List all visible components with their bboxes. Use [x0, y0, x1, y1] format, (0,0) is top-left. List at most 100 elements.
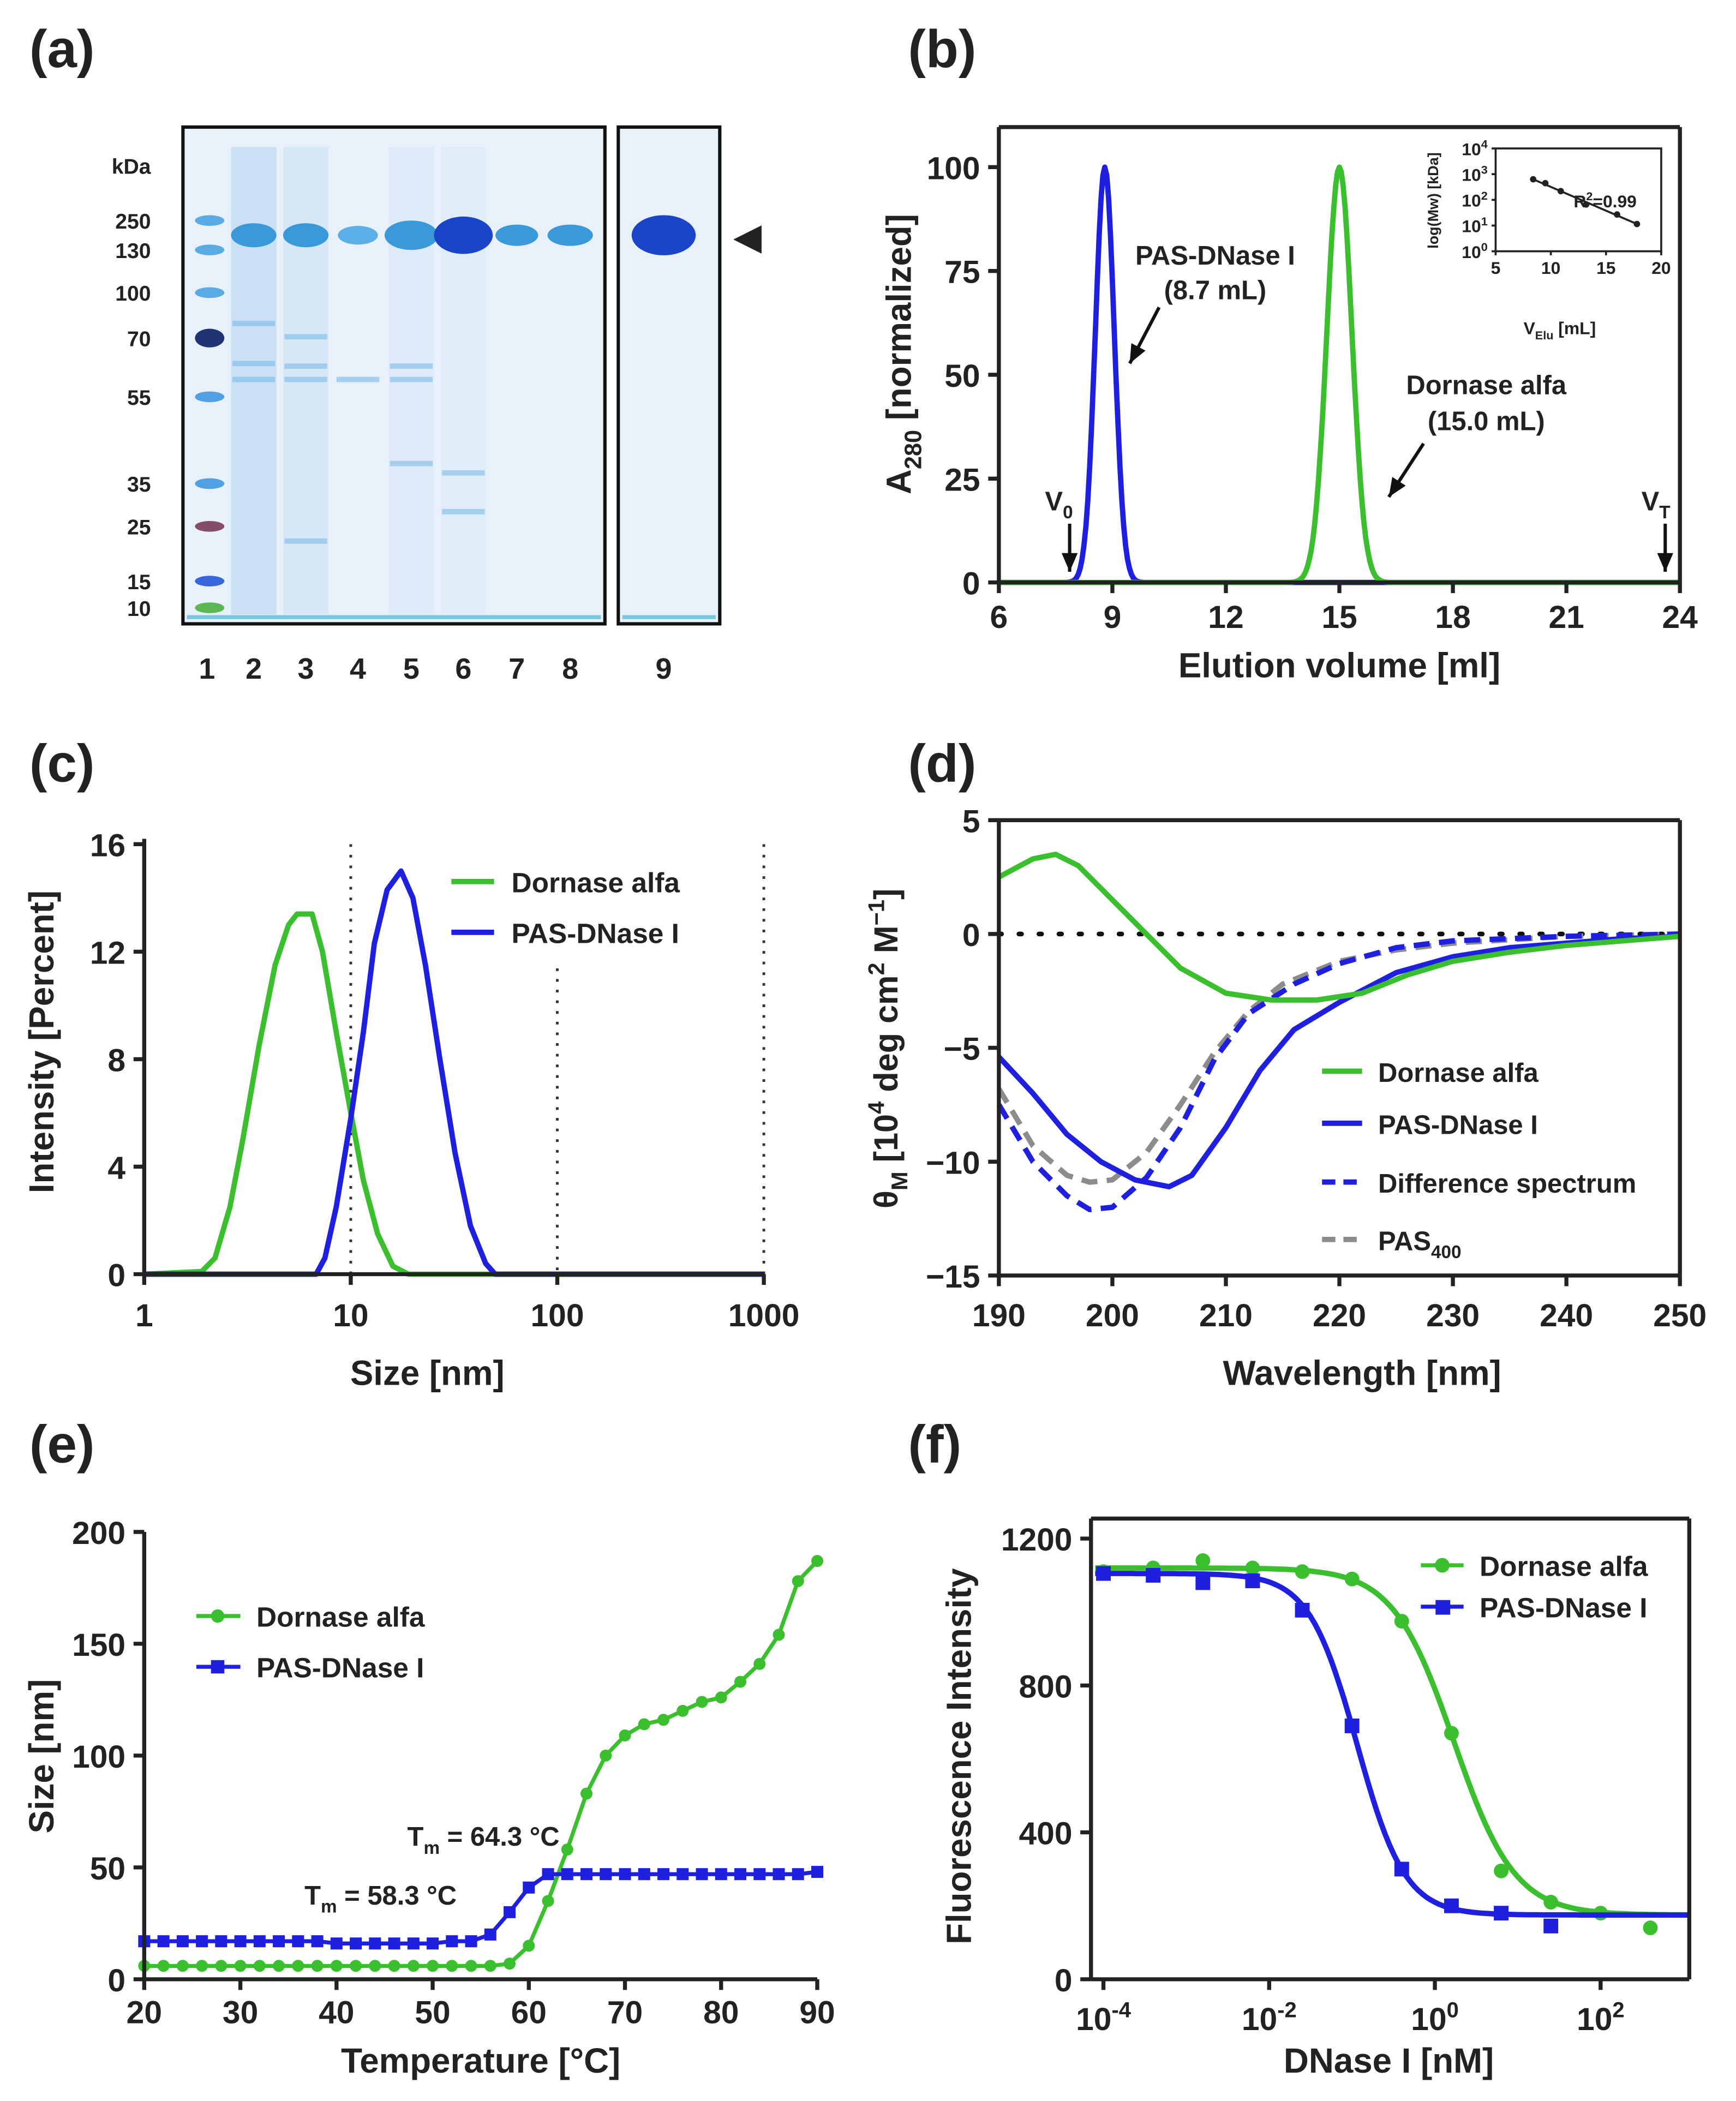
marker-kda-label: 100	[115, 282, 151, 306]
minor-band	[284, 363, 327, 369]
r-squared-label-part: =0.99	[1593, 191, 1636, 211]
data-point	[619, 1729, 631, 1741]
inset-point	[1583, 201, 1590, 208]
vt-arrow-head	[1657, 553, 1673, 572]
inset-x-axis-title-part: Elu	[1535, 328, 1554, 342]
data-point	[330, 1960, 343, 1972]
x-tick-label: 30	[223, 1995, 258, 2031]
x-tick-label: 10-2	[1242, 1998, 1297, 2037]
marker-kda-label: 15	[127, 571, 151, 594]
data-point	[1444, 1898, 1459, 1913]
marker-kda-label: 70	[127, 327, 151, 351]
v0-marker-part: V	[1045, 487, 1063, 516]
x-axis-title: Size [nm]	[350, 1354, 505, 1393]
data-point	[1096, 1566, 1111, 1581]
inset-x-tick-label: 5	[1491, 258, 1501, 278]
y-axis-title-part: ]	[867, 889, 905, 900]
minor-band	[284, 376, 327, 382]
data-point	[1543, 1895, 1559, 1910]
legend-label-part: 400	[1431, 1242, 1462, 1262]
x-tick-label-part: 10	[1242, 2002, 1277, 2037]
data-point	[465, 1935, 477, 1948]
y-tick-label: 75	[944, 255, 980, 290]
minor-band	[390, 363, 433, 369]
y-tick-label: 0	[1055, 1963, 1073, 1998]
product-band	[495, 224, 538, 246]
data-point	[1394, 1861, 1409, 1877]
data-point	[292, 1935, 304, 1948]
x-axis-title: Wavelength [nm]	[1223, 1354, 1501, 1393]
inset-y-tick-label-part: 10	[1462, 139, 1481, 159]
data-point	[811, 1866, 824, 1878]
data-point	[1245, 1560, 1260, 1576]
y-axis-title-part: −1	[863, 900, 889, 925]
y-tick-label: 12	[90, 935, 125, 971]
legend-label: PAS-DNase I	[1378, 1110, 1538, 1140]
x-tick-label: 20	[127, 1995, 162, 2031]
data-point	[1444, 1726, 1459, 1741]
v0-arrow-head	[1061, 553, 1078, 572]
vt-marker-part: T	[1659, 502, 1670, 523]
data-point	[446, 1935, 458, 1948]
inset-y-tick-label-part: 1	[1481, 214, 1488, 228]
dls-trace-green	[144, 911, 764, 1277]
x-tick-label: 50	[415, 1995, 450, 2031]
y-tick-label: −5	[944, 1032, 980, 1067]
data-point	[176, 1935, 189, 1948]
annotation: (8.7 mL)	[1164, 276, 1267, 306]
x-tick-label: 70	[607, 1995, 643, 2031]
minor-band	[442, 508, 485, 514]
gel-main	[181, 125, 607, 626]
x-tick-label: 190	[972, 1298, 1026, 1333]
legend-label-part: PAS	[1378, 1226, 1431, 1256]
data-point	[1643, 1920, 1658, 1936]
marker-kda-label: 10	[127, 597, 151, 621]
y-axis-title-part: [10	[867, 1114, 905, 1171]
data-point	[234, 1935, 247, 1948]
data-point	[811, 1555, 824, 1567]
x-tick-label: 21	[1548, 600, 1584, 635]
data-point	[677, 1704, 689, 1717]
data-point	[484, 1928, 496, 1941]
inset-x-axis-title-part: [mL]	[1553, 318, 1596, 338]
fit-curve-blue	[1095, 1571, 1688, 1918]
melt-curve-blue	[144, 1870, 818, 1946]
inset-y-tick-label-part: 0	[1481, 240, 1488, 254]
y-axis-title-part: deg cm	[867, 975, 905, 1102]
data-point	[311, 1960, 324, 1972]
data-point	[196, 1960, 208, 1972]
data-point	[600, 1868, 612, 1881]
data-point	[715, 1691, 727, 1704]
x-tick-label-part: 10	[1076, 2002, 1111, 2037]
data-point	[157, 1935, 170, 1948]
x-tick-label: 15	[1321, 600, 1357, 635]
lane-number: 7	[508, 653, 525, 685]
data-point	[657, 1868, 670, 1881]
legend-label: PAS-DNase I	[511, 917, 679, 949]
r-squared-label: R2=0.99	[1573, 189, 1637, 211]
data-point	[427, 1937, 439, 1950]
data-point	[234, 1960, 247, 1972]
inset-point	[1633, 220, 1641, 228]
inset-point	[1614, 211, 1620, 218]
product-band	[434, 216, 493, 254]
annotation: (15.0 mL)	[1428, 407, 1545, 436]
panel-label: (d)	[908, 733, 976, 793]
band-arrow-icon: ◀	[733, 218, 762, 256]
x-tick-label-part: 10	[1577, 2002, 1612, 2037]
y-axis-title: Size [nm]	[22, 1679, 61, 1834]
x-tick-label: 100	[1411, 1998, 1459, 2037]
y-tick-label: 800	[1019, 1669, 1072, 1704]
x-tick-label: 1000	[728, 1298, 800, 1333]
data-point	[1295, 1602, 1310, 1618]
legend-label: Dornase alfa	[256, 1601, 425, 1633]
lane-number: 6	[455, 653, 471, 685]
inset-y-tick-label-part: 10	[1462, 165, 1481, 184]
y-axis-title-part: [normalized]	[879, 214, 918, 430]
tm-annotation-part: = 58.3 °C	[337, 1881, 457, 1911]
data-point	[388, 1937, 400, 1950]
x-axis-title: Elution volume [ml]	[1178, 646, 1500, 685]
legend-marker	[211, 1609, 225, 1623]
annotation: Dornase alfa	[1406, 370, 1567, 400]
data-point	[657, 1714, 670, 1726]
